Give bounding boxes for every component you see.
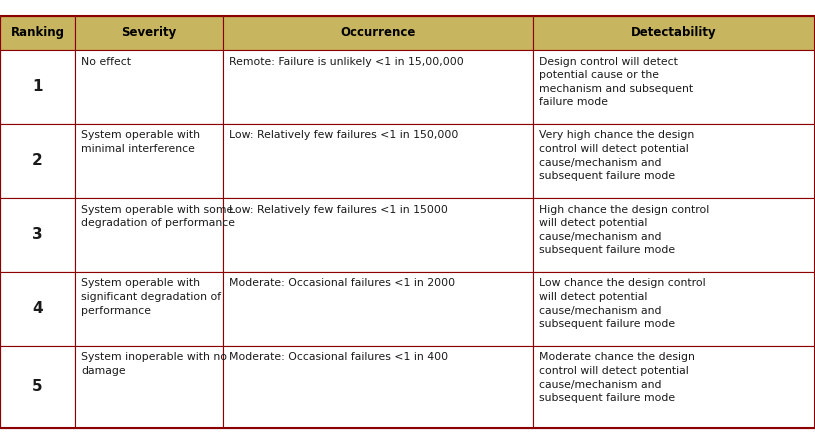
- Bar: [533, 50, 815, 124]
- Text: Ranking: Ranking: [11, 26, 64, 39]
- Text: System operable with
significant degradation of
performance: System operable with significant degrada…: [81, 279, 221, 316]
- Text: 3: 3: [32, 227, 43, 242]
- Bar: [75, 50, 223, 124]
- Text: 1: 1: [33, 79, 42, 94]
- Bar: [223, 16, 533, 50]
- Bar: [0, 198, 75, 272]
- Bar: [75, 16, 223, 50]
- Bar: [75, 272, 223, 346]
- Bar: [533, 272, 815, 346]
- Bar: [533, 124, 815, 198]
- Bar: [223, 272, 533, 346]
- Text: System inoperable with no
damage: System inoperable with no damage: [81, 353, 227, 376]
- Text: High chance the design control
will detect potential
cause/mechanism and
subsequ: High chance the design control will dete…: [539, 205, 709, 255]
- Text: Low: Relatively few failures <1 in 150,000: Low: Relatively few failures <1 in 150,0…: [229, 131, 458, 140]
- Bar: [223, 50, 533, 124]
- Text: Moderate chance the design
control will detect potential
cause/mechanism and
sub: Moderate chance the design control will …: [539, 353, 695, 403]
- Text: 2: 2: [32, 153, 43, 168]
- Text: 4: 4: [32, 301, 43, 316]
- Bar: [223, 346, 533, 427]
- Bar: [75, 346, 223, 427]
- Bar: [75, 198, 223, 272]
- Bar: [533, 346, 815, 427]
- Text: Severity: Severity: [121, 26, 177, 39]
- Text: Remote: Failure is unlikely <1 in 15,00,000: Remote: Failure is unlikely <1 in 15,00,…: [229, 57, 464, 66]
- Text: Low: Relatively few failures <1 in 15000: Low: Relatively few failures <1 in 15000: [229, 205, 448, 214]
- Bar: [223, 198, 533, 272]
- Bar: [0, 272, 75, 346]
- Text: Moderate: Occasional failures <1 in 400: Moderate: Occasional failures <1 in 400: [229, 353, 448, 362]
- Bar: [0, 16, 75, 50]
- Bar: [0, 124, 75, 198]
- Text: System operable with some
degradation of performance: System operable with some degradation of…: [81, 205, 235, 228]
- Bar: [533, 198, 815, 272]
- Bar: [223, 124, 533, 198]
- Bar: [0, 346, 75, 427]
- Text: No effect: No effect: [81, 57, 131, 66]
- Bar: [0, 50, 75, 124]
- Text: Moderate: Occasional failures <1 in 2000: Moderate: Occasional failures <1 in 2000: [229, 279, 455, 288]
- Bar: [533, 16, 815, 50]
- Text: System operable with
minimal interference: System operable with minimal interferenc…: [81, 131, 200, 154]
- Text: 5: 5: [32, 379, 43, 394]
- Text: Design control will detect
potential cause or the
mechanism and subsequent
failu: Design control will detect potential cau…: [539, 57, 693, 107]
- Text: Very high chance the design
control will detect potential
cause/mechanism and
su: Very high chance the design control will…: [539, 131, 694, 181]
- Text: Detectability: Detectability: [631, 26, 717, 39]
- Text: Low chance the design control
will detect potential
cause/mechanism and
subseque: Low chance the design control will detec…: [539, 279, 706, 329]
- Bar: [75, 124, 223, 198]
- Text: Occurrence: Occurrence: [341, 26, 416, 39]
